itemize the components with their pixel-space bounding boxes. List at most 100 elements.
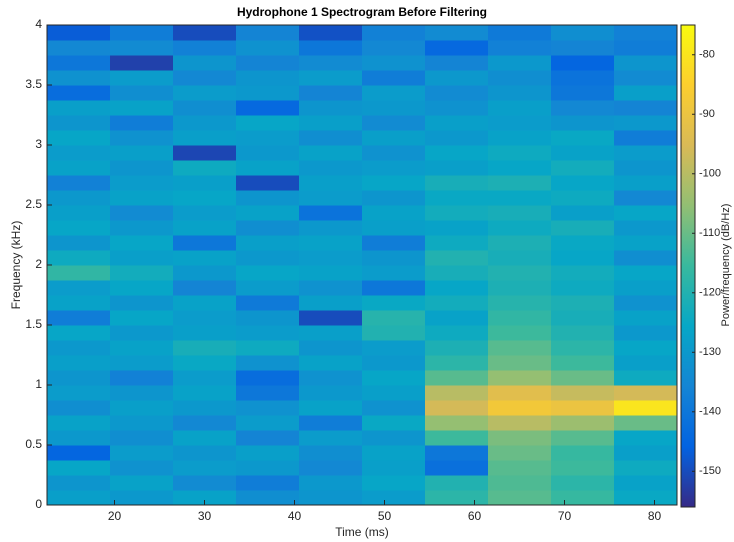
cell (47, 280, 111, 296)
cell (110, 40, 174, 56)
cell (173, 415, 237, 431)
cell (236, 55, 300, 71)
cell (362, 40, 426, 56)
cell (110, 250, 174, 266)
cell (173, 100, 237, 116)
cell (551, 130, 615, 146)
cell (299, 490, 363, 506)
cell (425, 295, 489, 311)
cell (614, 55, 678, 71)
cell (47, 370, 111, 386)
cell (488, 145, 552, 161)
y-tick-label: 2.5 (25, 197, 42, 211)
cell (551, 430, 615, 446)
cell (488, 100, 552, 116)
cell (362, 445, 426, 461)
cell (236, 205, 300, 221)
cell (110, 310, 174, 326)
cell (173, 460, 237, 476)
cell (110, 400, 174, 416)
cell (551, 460, 615, 476)
cell (299, 205, 363, 221)
y-tick-label: 4 (35, 17, 42, 31)
cell (299, 40, 363, 56)
cell (47, 475, 111, 491)
cell (551, 415, 615, 431)
cell (110, 55, 174, 71)
cell (236, 235, 300, 251)
cell (362, 130, 426, 146)
cell (551, 25, 615, 41)
cell (173, 430, 237, 446)
cell (488, 265, 552, 281)
cell (173, 115, 237, 131)
cell (551, 310, 615, 326)
cell (299, 445, 363, 461)
cell (47, 310, 111, 326)
cell (299, 340, 363, 356)
cell (488, 130, 552, 146)
y-tick-label: 1.5 (25, 317, 42, 331)
cell (614, 415, 678, 431)
colorbar (680, 24, 696, 508)
colorbar-tick-label: -110 (699, 227, 720, 239)
cell (551, 190, 615, 206)
cell (362, 175, 426, 191)
cell (551, 235, 615, 251)
colorbar-tick-label: -120 (699, 287, 721, 299)
cell (236, 400, 300, 416)
cell (173, 265, 237, 281)
cell (236, 115, 300, 131)
cell (299, 415, 363, 431)
cell (110, 145, 174, 161)
cell (425, 145, 489, 161)
cell (173, 340, 237, 356)
cell (173, 385, 237, 401)
cell (425, 355, 489, 371)
cell (236, 175, 300, 191)
cell (614, 460, 678, 476)
cell (614, 295, 678, 311)
cell (551, 475, 615, 491)
cell (47, 115, 111, 131)
cell (173, 400, 237, 416)
cell (425, 415, 489, 431)
cell (614, 220, 678, 236)
y-tick-label: 3 (35, 137, 42, 151)
cell (299, 310, 363, 326)
cell (425, 430, 489, 446)
cell (551, 490, 615, 506)
cell (299, 70, 363, 86)
cell (299, 325, 363, 341)
cell (488, 220, 552, 236)
cell (299, 385, 363, 401)
cell (173, 490, 237, 506)
cell (362, 160, 426, 176)
cell (425, 100, 489, 116)
cell (47, 430, 111, 446)
cell (362, 70, 426, 86)
cell (425, 370, 489, 386)
cell (614, 370, 678, 386)
cell (425, 40, 489, 56)
cell (47, 235, 111, 251)
cell (173, 280, 237, 296)
cell (362, 295, 426, 311)
cell (236, 70, 300, 86)
cell (614, 280, 678, 296)
cell (236, 265, 300, 281)
cell (488, 340, 552, 356)
cell (47, 385, 111, 401)
cell (173, 85, 237, 101)
cell (110, 205, 174, 221)
cell (173, 445, 237, 461)
cell (488, 325, 552, 341)
cell (614, 310, 678, 326)
cell (362, 355, 426, 371)
cell (551, 40, 615, 56)
cell (47, 325, 111, 341)
cell (236, 220, 300, 236)
cell (110, 100, 174, 116)
cell (488, 160, 552, 176)
